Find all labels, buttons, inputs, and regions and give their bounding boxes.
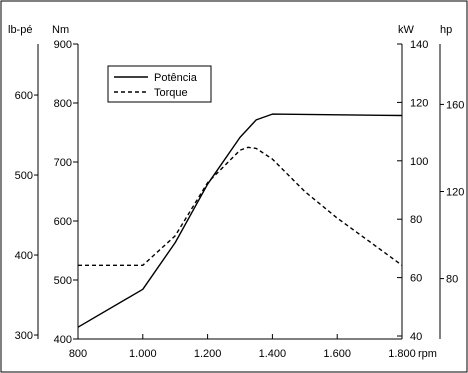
kw-unit-label: kW (398, 24, 415, 36)
kw-tick-label: 120 (410, 97, 428, 109)
lbft-tick-label: 400 (15, 250, 33, 262)
plot-area (77, 113, 403, 328)
hp-tick-label: 80 (446, 274, 458, 286)
lbft-tick-label: 500 (15, 170, 33, 182)
legend-box (107, 65, 212, 103)
lbft-unit-label: lb-pé (8, 24, 32, 36)
hp-unit-label: hp (440, 24, 452, 36)
x-tick-label: 800 (69, 348, 87, 360)
nm-tick-label: 800 (54, 98, 72, 110)
nm-tick-label: 600 (54, 216, 72, 228)
x-tick-label: 1.800 (388, 348, 416, 360)
nm-tick-label: 500 (54, 275, 72, 287)
kw-tick-label: 140 (410, 39, 428, 51)
hp-tick-label: 160 (446, 99, 464, 111)
legend-label-torque: Torque (154, 87, 188, 99)
legend: Potência Torque (107, 65, 212, 103)
kw-tick-label: 100 (410, 156, 428, 168)
x-tick-label: 1.200 (194, 348, 222, 360)
kw-tick-label: 80 (410, 214, 422, 226)
x-tick-label: 1.400 (259, 348, 287, 360)
nm-tick-label: 900 (54, 39, 72, 51)
hp-tick-label: 120 (446, 187, 464, 199)
kw-tick-label: 40 (410, 331, 422, 343)
kw-tick-label: 60 (410, 273, 422, 285)
x-axis-unit-label: rpm (418, 348, 437, 360)
series-line-potencia (77, 113, 403, 328)
x-tick-label: 1.000 (129, 348, 157, 360)
x-tick-label: 1.600 (323, 348, 351, 360)
series-line-torque (78, 146, 403, 266)
nm-tick-label: 400 (54, 334, 72, 346)
lbft-tick-label: 300 (15, 330, 33, 342)
lbft-tick-label: 600 (15, 90, 33, 102)
legend-label-potencia: Potência (154, 72, 198, 84)
nm-unit-label: Nm (52, 24, 69, 36)
nm-tick-label: 700 (54, 157, 72, 169)
axis-ticks: 800 1.000 1.200 1.400 1.600 1.800 rpm 400 500 600… (15, 39, 465, 360)
